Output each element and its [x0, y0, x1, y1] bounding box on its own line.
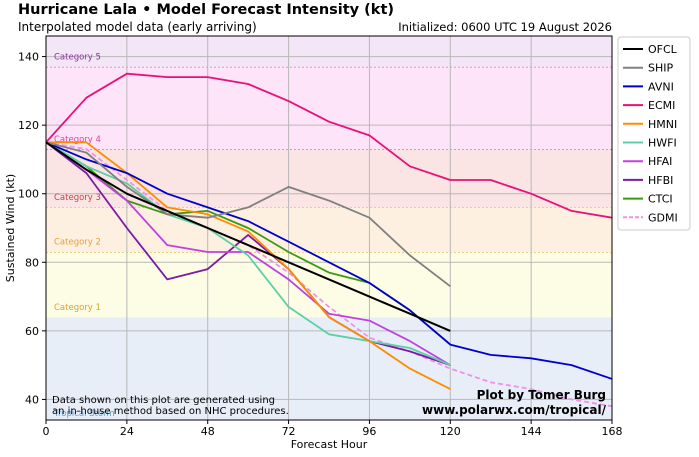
chart-subtitle: Interpolated model data (early arriving)	[18, 20, 257, 34]
credit-line-2: www.polarwx.com/tropical/	[422, 403, 607, 417]
band-category-4	[46, 66, 612, 150]
series-line-hfbi	[46, 141, 451, 366]
series-line-avni	[46, 141, 612, 380]
band-label: Tropical Storm	[53, 409, 115, 419]
legend-label-avni: AVNI	[648, 80, 674, 93]
legend-label-ofcl: OFCL	[648, 43, 678, 56]
y-tick-label: 60	[25, 325, 39, 338]
y-tick-label: 40	[25, 393, 39, 406]
band-label: Category 4	[54, 135, 101, 145]
footer-note-line-2: an in-house method based on NHC procedur…	[52, 406, 289, 417]
y-tick-label: 80	[25, 256, 39, 269]
x-tick-label: 120	[440, 425, 461, 438]
footer-note-line-1: Data shown on this plot are generated us…	[52, 395, 275, 406]
y-tick-label: 140	[18, 51, 39, 64]
x-axis-label: Forecast Hour	[291, 438, 368, 451]
series-line-ship	[46, 141, 451, 288]
chart-title: Hurricane Lala • Model Forecast Intensit…	[18, 2, 395, 18]
band-label: Category 3	[54, 193, 101, 203]
band-label: Category 2	[54, 238, 101, 248]
band-label: Category 5	[54, 53, 101, 63]
x-tick-label: 48	[201, 425, 215, 438]
series-line-hwfi	[46, 141, 451, 366]
series-line-hmni	[46, 141, 451, 390]
legend-box	[617, 36, 691, 231]
legend-label-ecmi: ECMI	[648, 99, 675, 112]
y-tick-label: 100	[18, 188, 39, 201]
series-line-ofcl	[46, 141, 451, 332]
band-category-3	[46, 149, 612, 208]
x-tick-label: 144	[521, 425, 542, 438]
x-tick-label: 0	[43, 425, 50, 438]
x-tick-label: 168	[602, 425, 623, 438]
plot-frame	[45, 35, 613, 421]
series-line-gdmi	[46, 141, 612, 408]
legend-label-hmni: HMNI	[648, 118, 677, 131]
legend-label-hwfi: HWFI	[648, 137, 677, 150]
band-category-2	[46, 207, 612, 252]
x-tick-label: 72	[282, 425, 296, 438]
legend: OFCL SHIP AVNI ECMI HMNI HWFI HFAI HFBI CTCI GDMI	[617, 36, 691, 231]
legend-label-ship: SHIP	[648, 62, 673, 75]
credit-line-1: Plot by Tomer Burg	[477, 388, 606, 402]
initialized-time: Initialized: 0600 UTC 19 August 2026	[398, 20, 612, 34]
series-line-hfai	[46, 141, 451, 366]
legend-label-gdmi: GDMI	[648, 211, 678, 224]
y-tick-label: 120	[18, 119, 39, 132]
band-category-5	[46, 36, 612, 67]
series-line-ecmi	[46, 72, 612, 219]
x-tick-label: 96	[362, 425, 376, 438]
band-label: Category 1	[54, 303, 101, 313]
legend-label-hfai: HFAI	[648, 155, 672, 168]
legend-label-ctci: CTCI	[648, 193, 673, 206]
x-tick-label: 24	[120, 425, 134, 438]
legend-label-hfbi: HFBI	[648, 174, 673, 187]
y-axis-label: Sustained Wind (kt)	[4, 174, 17, 282]
